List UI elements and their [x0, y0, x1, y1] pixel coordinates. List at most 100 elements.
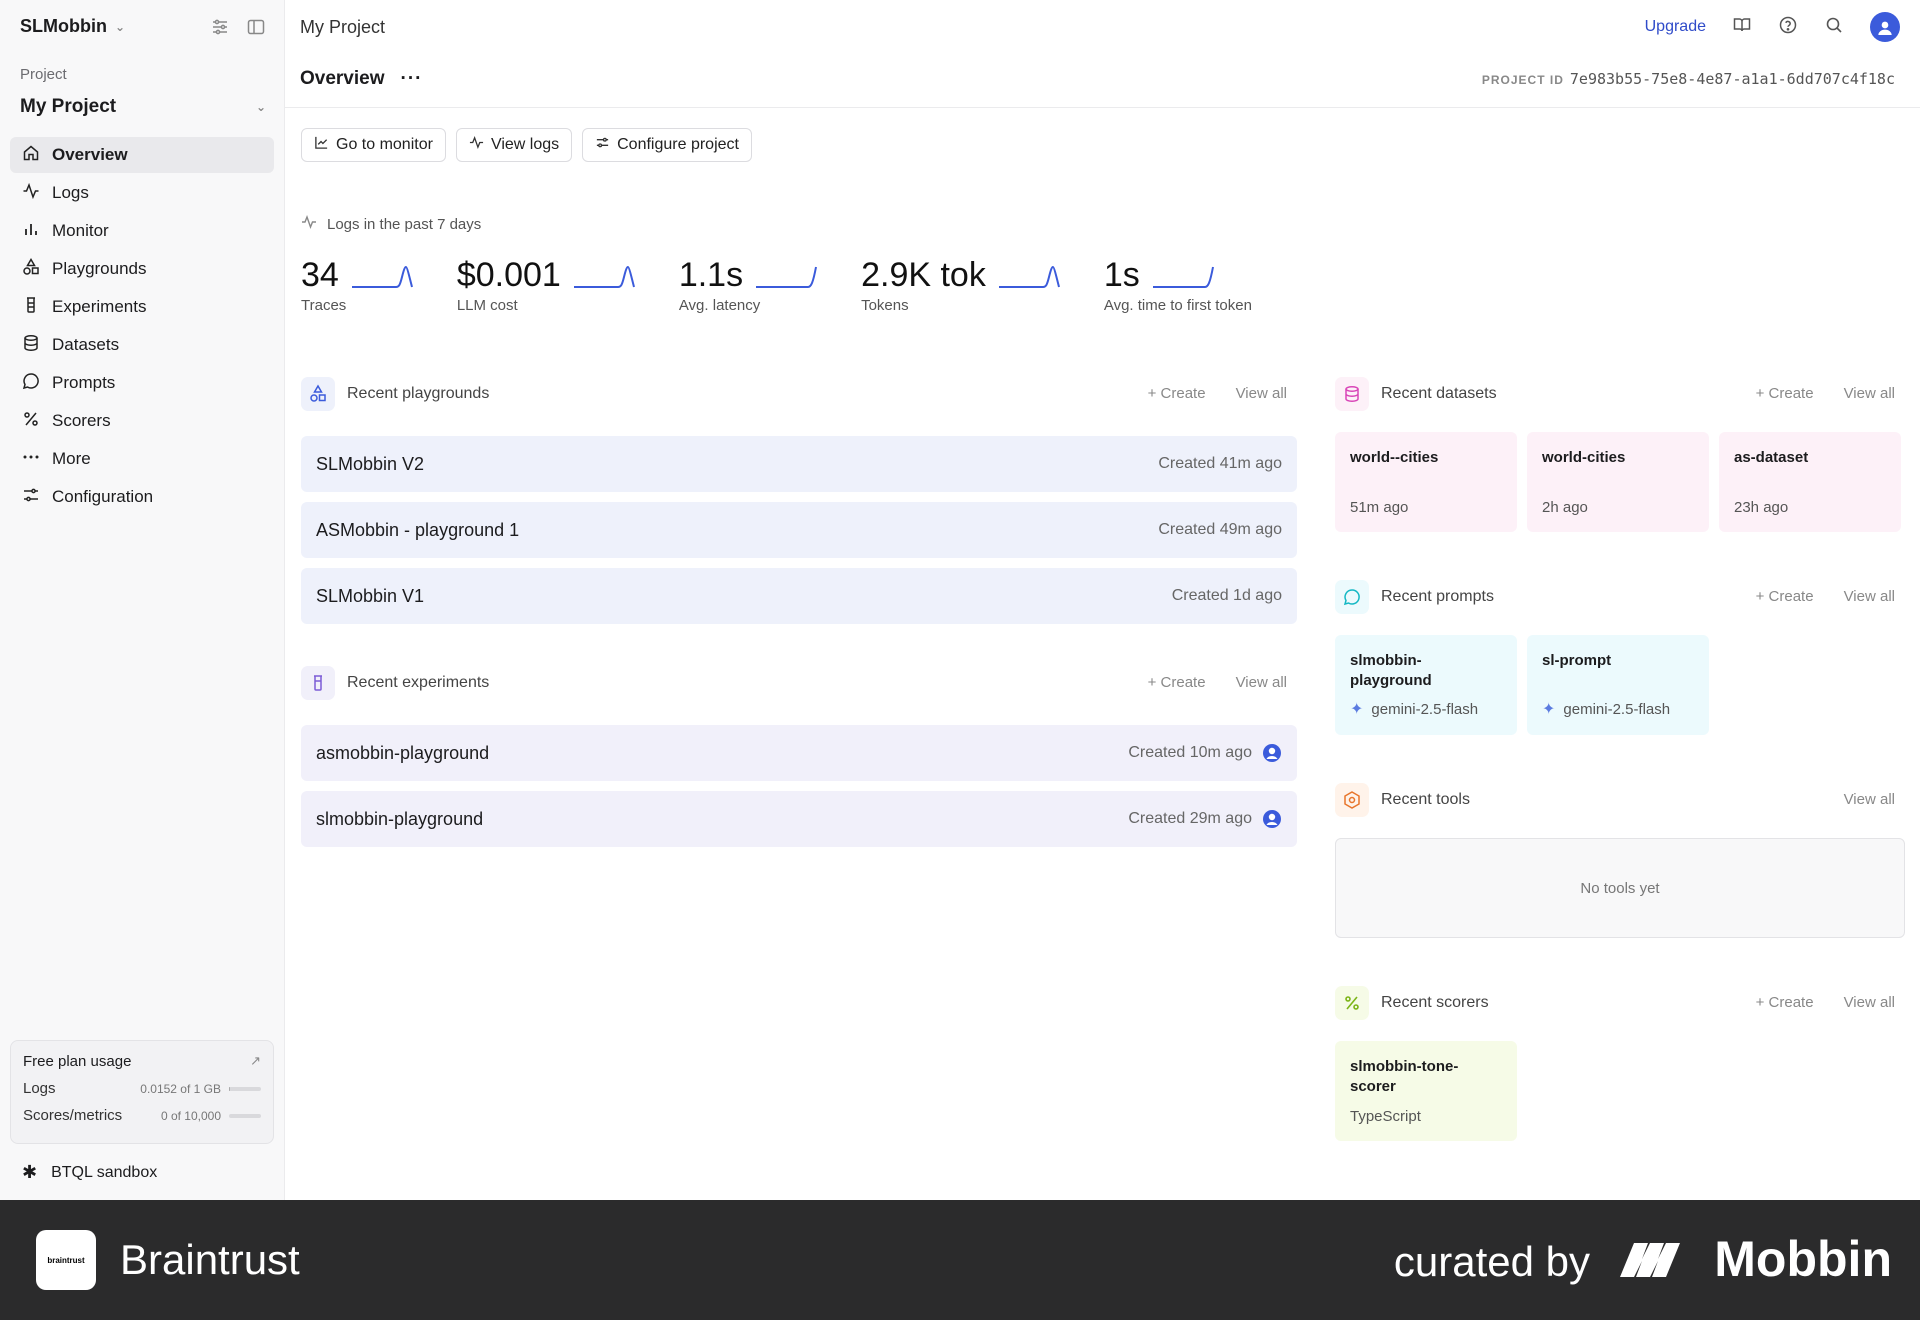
page-header: Overview ··· PROJECT ID 7e983b55-75e8-4e…	[285, 56, 1920, 108]
go-to-monitor-button[interactable]: Go to monitor	[301, 128, 446, 162]
usage-logs-label: Logs	[23, 1080, 56, 1097]
scorer-card[interactable]: slmobbin-tone-scorer TypeScript	[1335, 1041, 1517, 1141]
configure-project-button[interactable]: Configure project	[582, 128, 752, 162]
search-icon[interactable]	[1824, 15, 1844, 40]
stat-value: $0.001	[456, 256, 561, 294]
card-model: gemini-2.5-flash	[1563, 700, 1671, 718]
sidebar-toggle-icon[interactable]	[246, 17, 266, 42]
list-item[interactable]: slmobbin-playground Created 29m ago	[301, 791, 1297, 847]
sparkline	[1152, 266, 1214, 288]
main-content: Go to monitor View logs Configure projec…	[285, 108, 1920, 1200]
sidebar-item-overview[interactable]: Overview	[10, 137, 274, 173]
recent-prompts: Recent prompts + Create View all slmobbi…	[1335, 579, 1905, 735]
sidebar-item-monitor[interactable]: Monitor	[10, 213, 274, 249]
stat-label: Avg. latency	[678, 297, 761, 314]
stat-value: 34	[301, 256, 339, 294]
activity-icon	[22, 182, 40, 205]
project-label: Project	[20, 66, 67, 83]
more-options-icon[interactable]: ···	[400, 68, 423, 89]
dataset-card[interactable]: world-cities 2h ago	[1527, 432, 1709, 532]
item-meta: Created 41m ago	[1158, 455, 1282, 472]
stat-value: 1.1s	[678, 256, 744, 294]
org-switcher[interactable]: SLMobbin ⌄	[20, 16, 125, 37]
create-dataset-button[interactable]: + Create	[1755, 385, 1814, 402]
braintrust-logo: braintrust	[36, 1230, 96, 1290]
view-all-experiments-link[interactable]: View all	[1235, 674, 1287, 691]
view-logs-button[interactable]: View logs	[455, 128, 573, 162]
stat-tokens[interactable]: 2.9K tok Tokens	[861, 256, 1060, 314]
settings-icon	[595, 135, 610, 155]
prompt-card[interactable]: slmobbin-playground ✦ gemini-2.5-flash	[1335, 635, 1517, 735]
sidebar-item-logs[interactable]: Logs	[10, 175, 274, 211]
mobbin-mark-icon	[1620, 1243, 1681, 1277]
dataset-card[interactable]: as-dataset 23h ago	[1719, 432, 1901, 532]
list-item[interactable]: SLMobbin V1 Created 1d ago	[301, 568, 1297, 624]
project-id-value[interactable]: 7e983b55-75e8-4e87-a1a1-6dd707c4f18c	[1569, 70, 1895, 88]
beaker-icon	[22, 296, 40, 319]
sidebar-item-playgrounds[interactable]: Playgrounds	[10, 251, 274, 287]
create-scorer-button[interactable]: + Create	[1755, 994, 1814, 1011]
sidebar-item-datasets[interactable]: Datasets	[10, 327, 274, 363]
button-label: View logs	[490, 136, 560, 153]
create-playground-button[interactable]: + Create	[1147, 385, 1206, 402]
list-item[interactable]: asmobbin-playground Created 10m ago	[301, 725, 1297, 781]
free-plan-usage[interactable]: Free plan usage ↗ Logs 0.0152 of 1 GB Sc…	[10, 1040, 274, 1144]
shapes-icon	[301, 377, 335, 411]
project-id-label: PROJECT ID	[1481, 73, 1564, 87]
item-meta: Created 29m ago	[1128, 810, 1252, 827]
tools-empty-state: No tools yet	[1335, 838, 1905, 938]
stat-time-to-first-token[interactable]: 1s Avg. time to first token	[1104, 256, 1252, 314]
stat-label: Traces	[301, 297, 347, 314]
card-name: sl-prompt	[1542, 652, 1612, 669]
settings-icon	[22, 486, 40, 509]
card-name: as-dataset	[1734, 449, 1809, 466]
usage-logs-bar	[229, 1086, 261, 1091]
create-prompt-button[interactable]: + Create	[1755, 588, 1814, 605]
sidebar-item-label: Prompts	[52, 373, 116, 392]
activity-icon	[301, 214, 317, 234]
sidebar-item-more[interactable]: More	[10, 441, 274, 477]
help-icon[interactable]	[1778, 15, 1798, 40]
view-all-tools-link[interactable]: View all	[1843, 791, 1895, 808]
project-name: My Project	[20, 96, 117, 117]
chevron-down-icon: ⌄	[114, 19, 126, 34]
asterisk-icon: ✱	[22, 1162, 38, 1182]
view-all-datasets-link[interactable]: View all	[1843, 385, 1895, 402]
list-item[interactable]: ASMobbin - playground 1 Created 49m ago	[301, 502, 1297, 558]
card-meta: 23h ago	[1734, 499, 1789, 516]
list-item[interactable]: SLMobbin V2 Created 41m ago	[301, 436, 1297, 492]
card-meta: TypeScript	[1350, 1108, 1421, 1125]
breadcrumb[interactable]: My Project	[300, 17, 386, 37]
sidebar-item-prompts[interactable]: Prompts	[10, 365, 274, 401]
btql-sandbox-link[interactable]: ✱ BTQL sandbox	[22, 1162, 157, 1183]
avatar[interactable]	[1870, 12, 1900, 42]
stat-label: LLM cost	[456, 297, 518, 314]
prompt-card[interactable]: sl-prompt ✦ gemini-2.5-flash	[1527, 635, 1709, 735]
create-experiment-button[interactable]: + Create	[1147, 674, 1206, 691]
usage-scores-label: Scores/metrics	[23, 1107, 123, 1124]
project-id: PROJECT ID 7e983b55-75e8-4e87-a1a1-6dd70…	[1482, 70, 1895, 88]
sidebar-item-label: More	[52, 449, 91, 468]
stat-value: 1s	[1103, 256, 1140, 294]
project-select[interactable]: My Project ⌄	[20, 96, 266, 118]
upgrade-link[interactable]: Upgrade	[1644, 18, 1706, 35]
view-all-prompts-link[interactable]: View all	[1843, 588, 1895, 605]
view-all-playgrounds-link[interactable]: View all	[1235, 385, 1287, 402]
sliders-icon[interactable]	[210, 17, 230, 42]
sidebar-item-configuration[interactable]: Configuration	[10, 479, 274, 515]
stat-avg-latency[interactable]: 1.1s Avg. latency	[678, 256, 818, 314]
sidebar-item-label: Experiments	[52, 297, 147, 316]
dataset-card[interactable]: world--cities 51m ago	[1335, 432, 1517, 532]
recent-playgrounds: Recent playgrounds + Create View all SLM…	[301, 376, 1297, 634]
ellipsis-icon	[22, 448, 40, 471]
sidebar-item-scorers[interactable]: Scorers	[10, 403, 274, 439]
sidebar-item-experiments[interactable]: Experiments	[10, 289, 274, 325]
book-icon[interactable]	[1732, 15, 1752, 40]
view-all-scorers-link[interactable]: View all	[1843, 994, 1895, 1011]
stat-traces[interactable]: 34 Traces	[301, 256, 413, 314]
section-title: Recent playgrounds	[347, 385, 490, 402]
item-meta: Created 49m ago	[1158, 521, 1282, 538]
card-model: gemini-2.5-flash	[1371, 700, 1479, 718]
sparkline	[998, 265, 1060, 288]
stat-llm-cost[interactable]: $0.001 LLM cost	[457, 256, 635, 314]
